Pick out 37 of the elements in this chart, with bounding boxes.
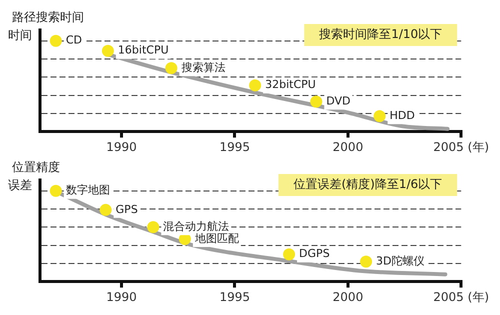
annotation: 16bitCPU	[118, 44, 169, 57]
point	[249, 79, 262, 92]
point	[165, 62, 178, 74]
annotation: 3D陀螺仪	[376, 254, 425, 268]
point	[360, 256, 372, 268]
point	[310, 96, 322, 108]
y-axis-title: 位置精度	[12, 160, 60, 174]
x-tick-label: 1990	[106, 140, 137, 154]
x-tick-label: 1995	[219, 140, 250, 154]
annotation: 位置误差(精度)降至1/6以下	[293, 177, 442, 192]
text: 误差	[8, 178, 32, 192]
point	[283, 248, 296, 260]
x-tick-label: 2005 (年)	[433, 140, 489, 154]
text: 时间	[8, 28, 32, 42]
x-tick-label: 2000	[332, 290, 364, 304]
x-tick-label: 1995	[219, 290, 250, 304]
point	[50, 184, 62, 197]
annotation: DGPS	[299, 247, 330, 260]
annotation: 搜索算法	[181, 60, 226, 74]
y-axis-title: 路径搜索时间	[12, 10, 84, 24]
point	[100, 204, 112, 216]
x-tick-label: 1990	[106, 290, 137, 304]
annotation: HDD	[390, 109, 415, 122]
x-tick-label: 2005 (年)	[433, 290, 489, 304]
point	[374, 110, 386, 122]
annotation: GPS	[116, 202, 138, 216]
annotation: 数字地图	[66, 184, 110, 197]
annotation: DVD	[326, 94, 351, 108]
annotation: CD	[66, 34, 82, 47]
annotation: 32bitCPU	[265, 78, 316, 92]
annotation: 搜索时间降至1/10以下	[319, 27, 442, 42]
point	[147, 221, 160, 234]
point	[50, 34, 62, 47]
point	[102, 44, 114, 57]
x-tick-label: 2000	[332, 140, 364, 154]
annotation: 混合动力航法	[163, 220, 230, 234]
annotation: 地图匹配	[194, 232, 239, 245]
